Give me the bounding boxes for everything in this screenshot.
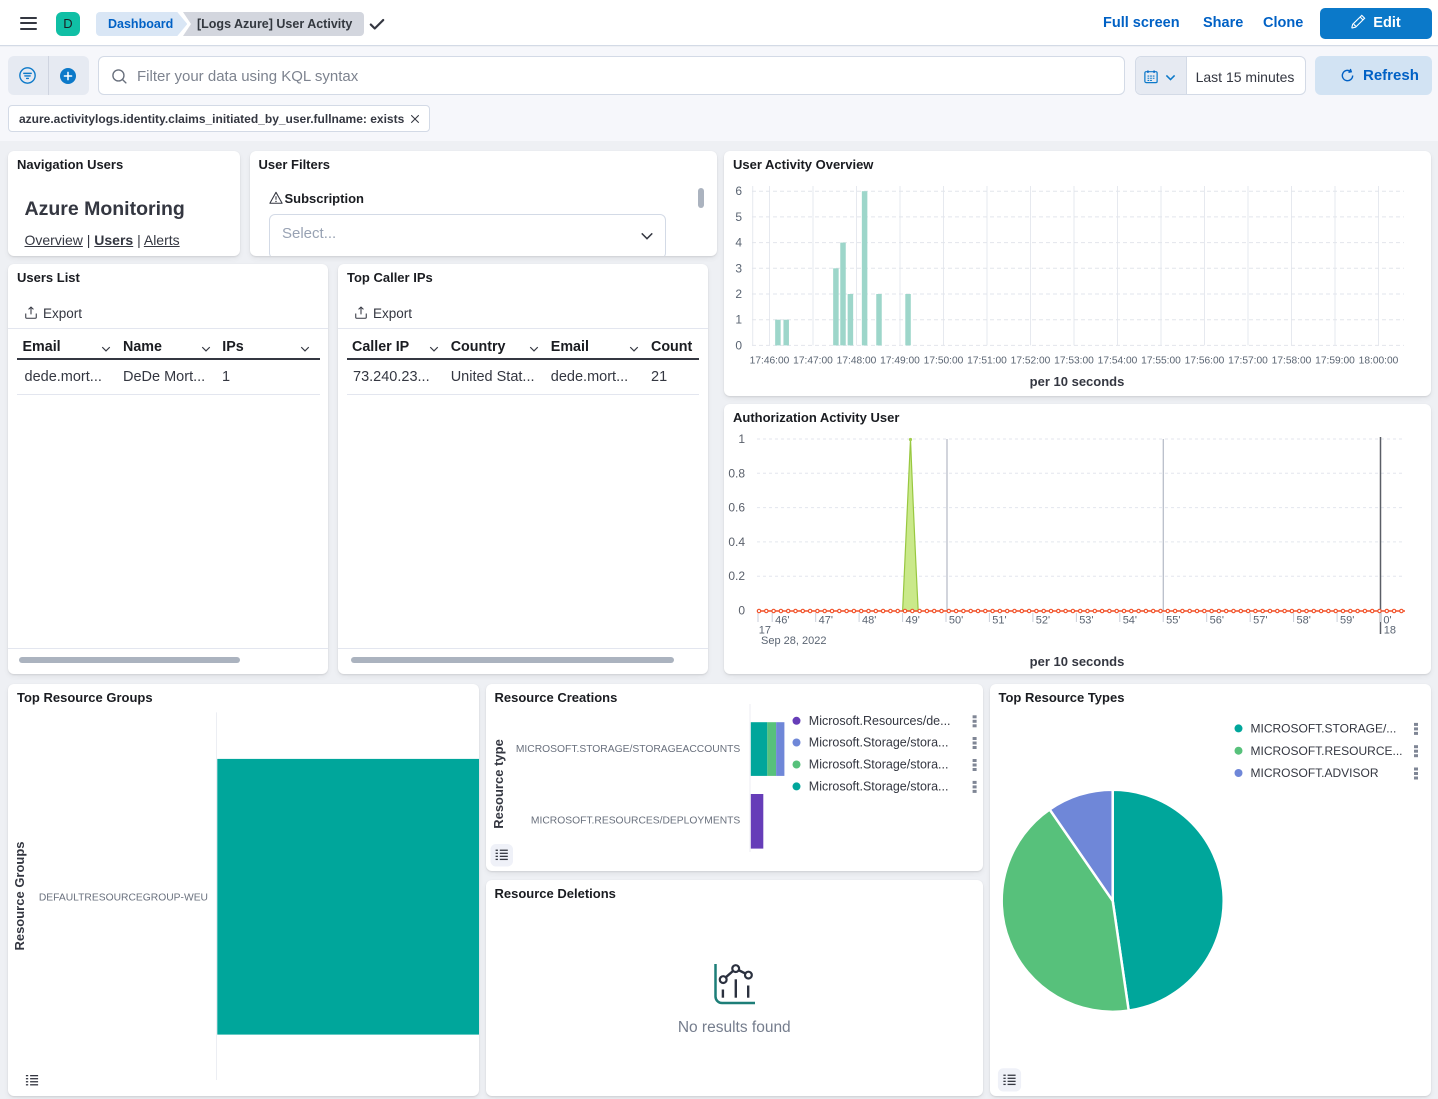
- svg-text:48': 48': [862, 615, 876, 627]
- svg-text:0.6: 0.6: [728, 501, 745, 515]
- svg-text:Sep 28, 2022: Sep 28, 2022: [761, 635, 826, 647]
- svg-text:0.8: 0.8: [728, 466, 745, 480]
- svg-text:6: 6: [735, 184, 742, 198]
- svg-text:17:53:00: 17:53:00: [1054, 356, 1094, 367]
- svg-text:49': 49': [906, 615, 920, 627]
- svg-text:Resource type: Resource type: [491, 739, 506, 829]
- svg-text:18:00:00: 18:00:00: [1359, 356, 1399, 367]
- svg-text:17:57:00: 17:57:00: [1228, 356, 1268, 367]
- svg-text:Microsoft.Resources/de...: Microsoft.Resources/de...: [808, 714, 950, 728]
- svg-text:0.2: 0.2: [728, 569, 745, 583]
- svg-text:5: 5: [735, 210, 742, 224]
- svg-text:3: 3: [735, 261, 742, 275]
- svg-text:0: 0: [735, 338, 742, 352]
- svg-text:51': 51': [992, 615, 1006, 627]
- svg-text:0': 0': [1383, 615, 1391, 627]
- svg-text:17:48:00: 17:48:00: [837, 356, 877, 367]
- svg-text:18: 18: [1384, 625, 1396, 637]
- svg-text:17:55:00: 17:55:00: [1141, 356, 1181, 367]
- svg-text:2: 2: [735, 287, 742, 301]
- svg-text:17:54:00: 17:54:00: [1098, 356, 1138, 367]
- svg-text:Microsoft.Storage/stora...: Microsoft.Storage/stora...: [808, 736, 948, 750]
- svg-text:59': 59': [1340, 615, 1354, 627]
- svg-text:4: 4: [735, 236, 742, 250]
- svg-text:52': 52': [1036, 615, 1050, 627]
- svg-text:per 10 seconds: per 10 seconds: [1030, 654, 1125, 669]
- svg-text:17:49:00: 17:49:00: [880, 356, 920, 367]
- svg-text:MICROSOFT.ADVISOR: MICROSOFT.ADVISOR: [1250, 766, 1378, 780]
- svg-text:MICROSOFT.STORAGE/...: MICROSOFT.STORAGE/...: [1250, 722, 1396, 736]
- svg-text:1: 1: [735, 313, 742, 327]
- svg-text:53': 53': [1079, 615, 1093, 627]
- svg-text:MICROSOFT.STORAGE/STORAGEACCOU: MICROSOFT.STORAGE/STORAGEACCOUNTS: [515, 744, 740, 755]
- svg-text:0: 0: [738, 604, 745, 618]
- svg-text:MICROSOFT.RESOURCES/DEPLOYMENT: MICROSOFT.RESOURCES/DEPLOYMENTS: [530, 815, 740, 826]
- svg-text:1: 1: [738, 432, 745, 446]
- svg-text:47': 47': [819, 615, 833, 627]
- svg-text:Microsoft.Storage/stora...: Microsoft.Storage/stora...: [808, 780, 948, 794]
- svg-text:58': 58': [1297, 615, 1311, 627]
- svg-text:17:52:00: 17:52:00: [1011, 356, 1051, 367]
- svg-text:17:47:00: 17:47:00: [793, 356, 833, 367]
- svg-text:54': 54': [1123, 615, 1137, 627]
- svg-text:MICROSOFT.RESOURCE...: MICROSOFT.RESOURCE...: [1250, 744, 1402, 758]
- svg-text:17:59:00: 17:59:00: [1315, 356, 1355, 367]
- svg-text:50': 50': [949, 615, 963, 627]
- svg-text:46': 46': [775, 615, 789, 627]
- svg-text:57': 57': [1253, 615, 1267, 627]
- svg-text:DEFAULTRESOURCEGROUP-WEU: DEFAULTRESOURCEGROUP-WEU: [39, 892, 208, 903]
- svg-text:17:58:00: 17:58:00: [1272, 356, 1312, 367]
- svg-text:17:51:00: 17:51:00: [967, 356, 1007, 367]
- svg-text:0.4: 0.4: [728, 535, 745, 549]
- svg-text:17: 17: [759, 625, 771, 637]
- svg-text:56': 56': [1210, 615, 1224, 627]
- svg-text:Microsoft.Storage/stora...: Microsoft.Storage/stora...: [808, 758, 948, 772]
- svg-text:Resource Groups: Resource Groups: [12, 841, 27, 950]
- svg-text:17:46:00: 17:46:00: [750, 356, 790, 367]
- svg-text:55': 55': [1166, 615, 1180, 627]
- svg-text:per 10 seconds: per 10 seconds: [1030, 374, 1125, 389]
- svg-text:17:50:00: 17:50:00: [924, 356, 964, 367]
- svg-text:17:56:00: 17:56:00: [1185, 356, 1225, 367]
